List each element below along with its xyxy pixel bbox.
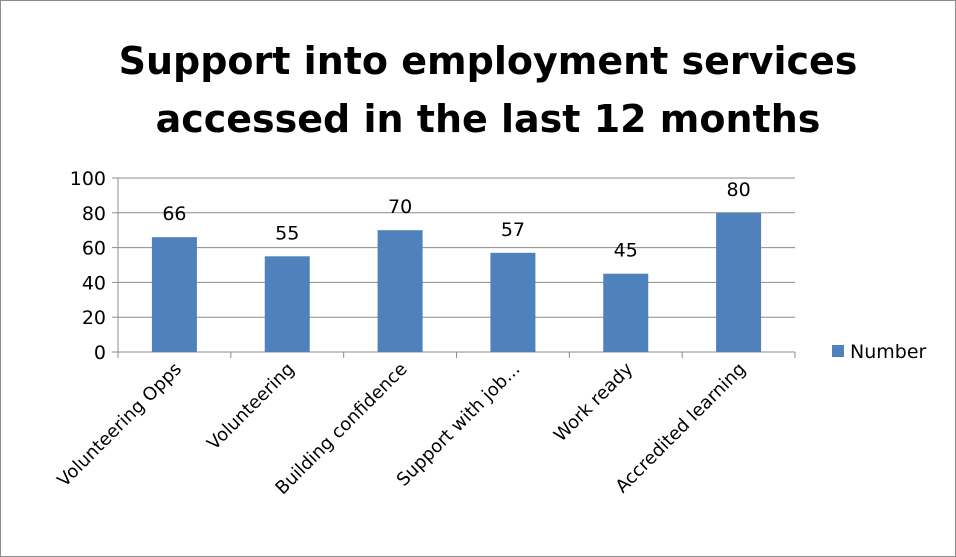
y-tick-label: 60: [82, 238, 106, 260]
chart-title-line-2: accessed in the last 12 months: [156, 97, 821, 141]
data-label: 55: [275, 222, 299, 244]
y-tick-labels: 0 20 40 60 80 100: [70, 168, 106, 364]
data-label: 80: [726, 179, 750, 201]
x-tick-label: Volunteering: [203, 359, 299, 455]
y-tick-label: 40: [82, 272, 106, 294]
bars: [151, 212, 762, 352]
x-tick-label: Support with job...: [393, 359, 525, 491]
data-label: 66: [162, 203, 186, 225]
gridlines: [118, 177, 795, 318]
bar: [716, 212, 762, 352]
legend-swatch: [832, 345, 844, 357]
chart-title: Support into employment services accesse…: [119, 39, 858, 141]
legend-label: Number: [850, 341, 927, 363]
data-label: 45: [614, 240, 638, 262]
y-tick-label: 0: [94, 342, 106, 364]
bar: [490, 252, 536, 352]
y-tick-label: 100: [70, 168, 106, 190]
legend: Number: [832, 341, 927, 363]
bar: [264, 256, 310, 352]
x-tick-label: Volunteering Opps: [54, 359, 186, 491]
y-tick-label: 80: [82, 203, 106, 225]
y-tick-label: 20: [82, 307, 106, 329]
data-labels: 66 55 70 57 45 80: [162, 179, 750, 262]
data-label: 57: [501, 219, 525, 241]
bar: [377, 230, 423, 352]
x-tick-label: Accredited learning: [612, 359, 751, 498]
chart-title-line-1: Support into employment services: [119, 39, 858, 83]
bar: [603, 273, 649, 352]
data-label: 70: [388, 196, 412, 218]
x-tick-label: Work ready: [550, 358, 638, 446]
bar: [151, 237, 197, 352]
axes: [112, 177, 796, 358]
